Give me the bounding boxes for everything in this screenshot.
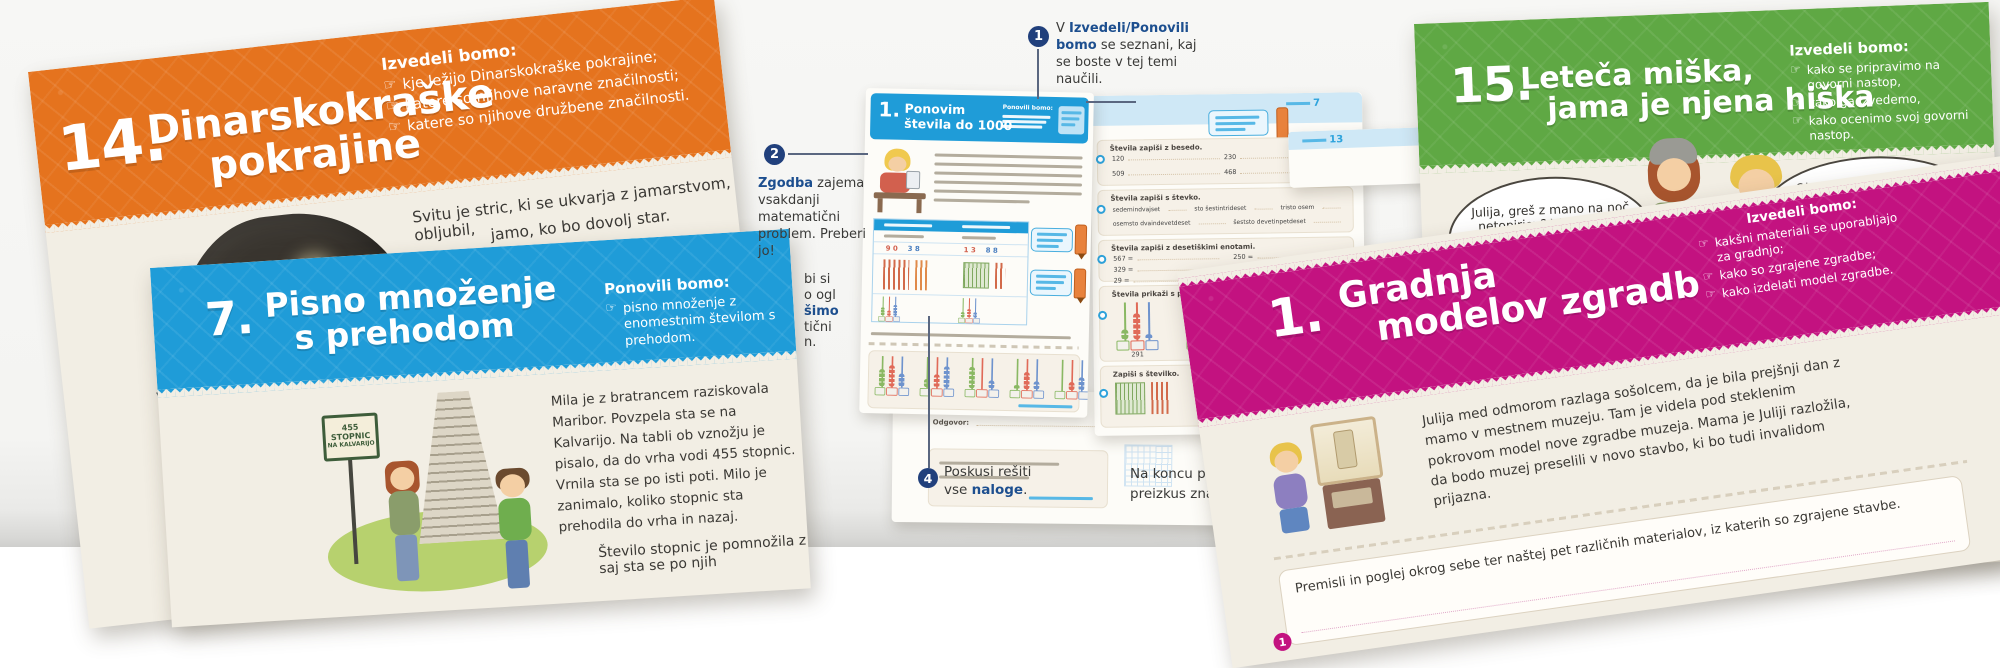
annotation-2-line xyxy=(788,153,868,155)
annotation-1-text: V Izvedeli/Ponovili bomo se seznani, kaj… xyxy=(1056,21,1197,87)
pointing-finger-icon: ☞ xyxy=(1791,95,1803,110)
goal-item: ☞ kako se pripravimo na govorni nastop, xyxy=(1789,57,1941,92)
demo-table: 9 0 3 8 1 3 8 8 xyxy=(871,218,1030,326)
pointing-finger-icon: ☞ xyxy=(1704,286,1717,302)
task-dot xyxy=(1097,254,1107,264)
annotation-1-line xyxy=(1037,49,1039,99)
pencil-mascot-icon xyxy=(1073,268,1087,299)
worksheet-page-3-corner: 13 xyxy=(1288,126,1440,188)
blue-story: Mila je z bratrancem raziskovala Maribor… xyxy=(550,380,796,536)
review-item: ☞ pisno množenje z enomestnim številom s … xyxy=(604,294,776,349)
pointing-finger-icon: ☞ xyxy=(1697,235,1710,252)
hundreds-block xyxy=(1115,382,1146,415)
page-blue-7: 7. Pisno množenje s prehodom Ponovili bo… xyxy=(150,228,811,628)
intro-paragraph-skeleton xyxy=(866,88,1094,204)
goals-block: Izvedeli bomo: ☞ kje ležijo Dinarskokrašk… xyxy=(380,19,719,141)
task-dot xyxy=(1095,154,1105,164)
hint-callout xyxy=(1029,269,1073,297)
section-stevko: Števila zapiši s števko. sedemindvajset … xyxy=(1096,186,1354,236)
review-block: Ponovili bomo: ☞ pisno množenje z enomest… xyxy=(604,270,780,354)
worksheet-page-1: 1. Ponovim števila do 1000 Ponovili bomo… xyxy=(859,88,1094,418)
lesson-number: 1. xyxy=(878,97,901,122)
tens-sticks xyxy=(1151,381,1170,415)
girl-at-desk-illustration xyxy=(873,146,926,214)
page-marker: 13 xyxy=(1302,134,1343,146)
task-dot xyxy=(1099,388,1109,398)
task-dot xyxy=(1096,204,1106,214)
blue-bottom-line: Število stopnic je pomnožila z dve, saj … xyxy=(597,530,811,578)
pencil-mascot-icon xyxy=(1074,224,1088,255)
chapter-number: 1. xyxy=(1264,283,1327,351)
girl-figure xyxy=(381,459,433,596)
zigzag-separator xyxy=(868,342,1079,350)
hint-callout xyxy=(1208,109,1269,137)
banner-side-box xyxy=(1058,106,1085,135)
pointing-finger-icon: ☞ xyxy=(1701,268,1715,284)
page-marker: 7 xyxy=(1286,98,1320,109)
boy-figure xyxy=(491,467,542,597)
pointing-finger-icon: ☞ xyxy=(385,97,400,116)
goal-item: ☞ kako ocenimo svoj govorni nastop. xyxy=(1791,107,1969,143)
pointing-finger-icon: ☞ xyxy=(1791,113,1804,128)
annotation-1-badge: 1 xyxy=(1028,26,1049,47)
annotation-4-badge: 4 xyxy=(918,468,938,488)
annotation-4-text: Poskusi rešiti vse naloge. xyxy=(944,464,1032,498)
annotation-3-fragments: bi si o ogl šimo tični n. xyxy=(804,272,839,351)
abacus: 291 xyxy=(1116,300,1159,359)
sign-board: 455 STOPNIC NA KALVARIJO xyxy=(321,412,381,462)
stairs-illustration: 455 STOPNIC NA KALVARIJO xyxy=(318,387,551,610)
answer-label: Odgovor: xyxy=(932,418,970,427)
pointing-finger-icon: ☞ xyxy=(387,118,403,136)
museum-illustration xyxy=(1258,414,1402,543)
pointing-finger-icon: ☞ xyxy=(1789,62,1802,77)
hint-callout xyxy=(1030,227,1074,253)
annotation-1-line-2 xyxy=(1086,101,1136,103)
pointing-finger-icon: ☞ xyxy=(604,300,618,317)
goals-block: Izvedeli bomo: ☞ kako se pripravimo na go… xyxy=(1789,36,1981,147)
lesson-banner: 1. Ponovim števila do 1000 Ponovili bomo… xyxy=(869,93,1089,144)
lesson-title-line2: števila do 1000 xyxy=(904,115,1013,134)
annotation-4-line xyxy=(928,316,930,468)
chapter-number: 7. xyxy=(203,289,255,347)
banner-review-block: Ponovili bomo: xyxy=(1002,104,1055,129)
annotation-2-text: Zgodba zajema vsakdanji matematični prob… xyxy=(758,176,866,259)
goals-heading: Izvedeli bomo: xyxy=(1789,39,1910,60)
pointing-finger-icon: ☞ xyxy=(382,76,398,95)
task-dot xyxy=(1098,310,1108,320)
collage-canvas: 14. Dinarskokraške pokrajine Izvedeli bo… xyxy=(0,0,2000,547)
abacus-task-panel xyxy=(867,350,1090,413)
annotation-2-badge: 2 xyxy=(764,144,785,165)
